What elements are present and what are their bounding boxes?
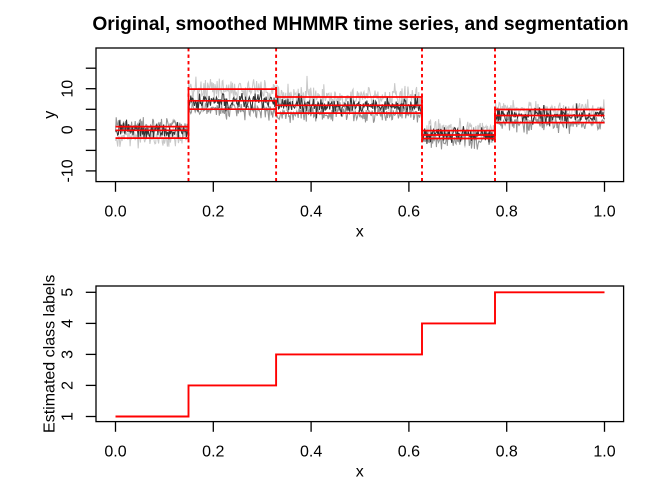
svg-text:Original, smoothed MHMMR time: Original, smoothed MHMMR time series, an…: [92, 14, 628, 35]
svg-text:y: y: [42, 111, 59, 119]
svg-text:0: 0: [59, 125, 76, 134]
svg-text:1.0: 1.0: [593, 443, 615, 460]
svg-text:0.4: 0.4: [300, 203, 322, 220]
svg-text:0.2: 0.2: [202, 443, 224, 460]
svg-text:3: 3: [59, 350, 76, 359]
svg-text:0.6: 0.6: [398, 443, 420, 460]
svg-text:4: 4: [59, 319, 76, 328]
svg-text:1.0: 1.0: [593, 203, 615, 220]
svg-text:0.8: 0.8: [496, 443, 518, 460]
svg-text:2: 2: [59, 381, 76, 390]
svg-text:1: 1: [59, 412, 76, 421]
svg-text:0.2: 0.2: [202, 203, 224, 220]
svg-text:0.0: 0.0: [104, 203, 126, 220]
svg-text:0.4: 0.4: [300, 443, 322, 460]
svg-text:0.6: 0.6: [398, 203, 420, 220]
svg-text:0.0: 0.0: [104, 443, 126, 460]
svg-text:-10: -10: [59, 159, 76, 182]
svg-text:x: x: [356, 464, 364, 480]
svg-text:5: 5: [59, 288, 76, 297]
svg-text:Estimated class labels: Estimated class labels: [42, 275, 59, 433]
svg-text:10: 10: [59, 80, 76, 98]
svg-text:x: x: [356, 223, 364, 240]
svg-text:0.8: 0.8: [496, 203, 518, 220]
